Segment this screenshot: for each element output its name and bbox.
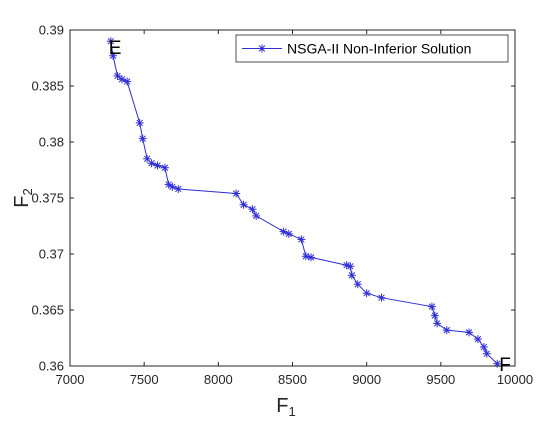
legend-label: NSGA-II Non-Inferior Solution (287, 41, 471, 57)
data-point (346, 262, 355, 271)
x-tick-label: 7000 (56, 372, 85, 387)
data-point (377, 293, 386, 302)
data-point (362, 289, 371, 298)
data-point (232, 189, 241, 198)
plot-area (70, 30, 515, 366)
data-point (347, 271, 356, 280)
data-point (430, 311, 439, 320)
y-axis-label-subscript: 2 (20, 188, 35, 195)
x-tick-label: 9500 (426, 372, 455, 387)
data-point (153, 161, 162, 170)
series-layer (106, 37, 502, 368)
plot-frame (69, 29, 516, 367)
y-tick-label: 0.39 (39, 23, 64, 38)
y-tick-label: 0.37 (39, 247, 64, 262)
data-point (160, 163, 169, 172)
legend-marker-asterisk (258, 44, 266, 53)
x-tick-label: 9000 (352, 372, 381, 387)
legend: NSGA-II Non-Inferior Solution (235, 34, 509, 63)
legend-marker-sample (258, 44, 266, 53)
data-point (479, 342, 488, 351)
data-point (113, 71, 122, 80)
data-point (433, 319, 442, 328)
x-tick-label: 10000 (497, 372, 533, 387)
data-point (307, 253, 316, 262)
data-point (138, 134, 147, 143)
data-point (301, 252, 310, 261)
data-point (147, 159, 156, 168)
data-point (353, 280, 362, 289)
data-point (442, 326, 451, 335)
data-point (106, 37, 115, 46)
y-tick-label: 0.38 (39, 135, 64, 150)
data-point (248, 205, 257, 214)
point-label-f: F (499, 355, 511, 376)
data-point (123, 77, 132, 86)
y-tick-label: 0.375 (31, 191, 64, 206)
y-axis-label-main: F (11, 196, 33, 208)
y-tick-label: 0.365 (31, 303, 64, 318)
y-tick-label: 0.36 (39, 359, 64, 374)
data-point (239, 200, 248, 209)
data-point (297, 235, 306, 244)
svg-text:F1: F1 (276, 395, 295, 419)
data-point (168, 182, 177, 191)
y-axis-label: F2 (11, 188, 35, 207)
data-point (284, 229, 293, 238)
x-axis-label: F1 (276, 395, 295, 419)
data-point (473, 335, 482, 344)
x-axis-label-subscript: 1 (288, 404, 295, 419)
x-tick-label: 8000 (204, 372, 233, 387)
x-tick-label: 7500 (130, 372, 159, 387)
data-point (427, 302, 436, 311)
data-point (135, 118, 144, 127)
y-tick-label: 0.385 (31, 79, 64, 94)
data-point (109, 51, 118, 60)
data-point (174, 185, 183, 194)
annotation-layer: EF (109, 38, 511, 376)
x-tick-label: 8500 (278, 372, 307, 387)
data-point (252, 211, 261, 220)
data-point (482, 349, 491, 358)
svg-text:F2: F2 (11, 188, 35, 207)
data-point (279, 227, 288, 236)
point-label-e: E (109, 38, 122, 59)
x-axis-label-main: F (276, 395, 288, 417)
data-point (465, 328, 474, 337)
axis-ticks: 7000 7500 8000 8500 9000 9500 10000 0.36 0.365 0.… (31, 23, 533, 388)
